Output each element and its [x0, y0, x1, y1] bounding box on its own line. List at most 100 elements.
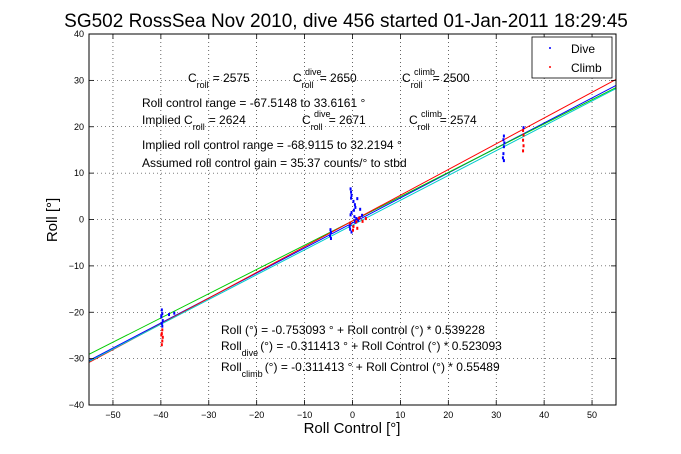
dive-point	[349, 227, 352, 231]
dive-point	[350, 230, 353, 234]
climb-point	[161, 335, 164, 339]
y-tick-label: 0	[79, 215, 84, 225]
x-tick-label: 50	[587, 410, 597, 420]
annotations: Croll = 2575 dive Croll = 2650 climb Croll…	[142, 67, 502, 379]
dive-point	[353, 219, 356, 223]
dive-point	[348, 224, 351, 228]
dive-point	[160, 321, 163, 325]
legend: Dive Climb	[531, 36, 613, 79]
climb-point	[349, 221, 352, 225]
dive-point	[353, 215, 356, 219]
dive-point	[354, 205, 357, 209]
dive-point	[359, 207, 362, 211]
x-tick-label: −10	[297, 410, 312, 420]
climb-point	[522, 128, 525, 132]
dive-point	[502, 134, 505, 138]
annotation-implied: Implied Croll = 2624	[142, 113, 246, 132]
annotation-implied-dive: Croll = 2671	[302, 113, 366, 132]
dive-point	[161, 312, 164, 316]
climb-point	[160, 343, 163, 347]
y-tick-label: 30	[74, 75, 84, 85]
climb-point	[358, 216, 361, 220]
climb-point	[351, 228, 354, 232]
fit-line	[88, 85, 617, 361]
annotation-equation-2: Rolldive (°) = -0.311413 ° + Roll Control…	[221, 339, 502, 358]
x-axis-label: Roll Control [°]	[304, 420, 401, 437]
dive-point	[356, 197, 359, 201]
annotation-equation-1: Roll (°) = -0.753093 ° + Roll control (°…	[221, 323, 485, 337]
y-axis: −40 −30 −20 −10 0 10 20 30 40	[69, 29, 616, 410]
legend-label-climb: Climb	[571, 61, 602, 75]
annotation-c-roll-climb: Croll = 2500	[402, 71, 470, 90]
dive-point	[501, 156, 504, 160]
y-tick-label: −10	[69, 261, 84, 271]
dive-point	[522, 126, 525, 130]
climb-point	[161, 328, 164, 332]
climb-point	[522, 138, 525, 142]
dive-point	[350, 196, 353, 200]
climb-point	[161, 339, 164, 343]
annotation-implied-climb: Croll = 2574	[409, 113, 477, 132]
dive-point	[357, 218, 360, 222]
y-tick-label: −40	[69, 400, 84, 410]
dive-point	[502, 159, 505, 163]
dive-point	[349, 213, 352, 217]
dive-point	[329, 228, 332, 232]
x-tick-label: 10	[395, 410, 405, 420]
y-axis-label: Roll [°]	[44, 198, 61, 242]
annotation-implied-range: Implied roll control range = -68.9115 to…	[142, 138, 402, 152]
climb-point	[522, 133, 525, 137]
x-tick-label: 30	[491, 410, 501, 420]
y-tick-label: −30	[69, 354, 84, 364]
climb-point	[355, 220, 358, 224]
x-tick-label: 40	[539, 410, 549, 420]
annotation-equation-3: Rollclimb (°) = -0.311413 ° + Roll Contro…	[221, 360, 500, 379]
climb-point	[356, 226, 359, 230]
dive-point	[361, 213, 364, 217]
dive-point	[503, 141, 506, 145]
legend-label-dive: Dive	[571, 42, 595, 56]
climb-point	[160, 333, 163, 337]
x-tick-label: −50	[105, 410, 120, 420]
dive-point	[329, 230, 332, 234]
dive-point	[352, 208, 355, 212]
annotation-c-roll-dive: Croll = 2650	[293, 71, 357, 90]
climb-point	[352, 224, 355, 228]
climb-point	[361, 219, 364, 223]
annotation-c-roll-climb-sup: climb	[414, 67, 435, 77]
climb-point	[522, 144, 525, 148]
dive-point	[161, 319, 164, 323]
annotation-implied-dive-sup: dive	[314, 109, 331, 119]
x-tick-label: −20	[249, 410, 264, 420]
dive-point	[168, 313, 171, 317]
dive-point	[502, 152, 505, 156]
annotation-c-roll: Croll = 2575	[188, 71, 250, 90]
dive-point	[328, 234, 331, 238]
y-tick-label: 10	[74, 168, 84, 178]
dive-point	[353, 203, 356, 207]
x-axis: −50 −40 −30 −20 −10 0 10 20 30 40 50	[105, 34, 597, 420]
fit-line	[88, 78, 617, 363]
dive-point	[349, 187, 352, 191]
annotation-c-roll-dive-sup: dive	[305, 67, 322, 77]
dive-point	[173, 311, 176, 315]
legend-marker-climb	[549, 66, 551, 68]
dive-point	[160, 308, 163, 312]
data-points	[160, 126, 525, 347]
x-tick-label: −40	[153, 410, 168, 420]
annotation-range: Roll control range = -67.5148 to 33.6161…	[142, 96, 365, 110]
dive-point	[350, 211, 353, 215]
legend-marker-dive	[549, 47, 551, 49]
x-tick-label: −30	[201, 410, 216, 420]
dive-point	[161, 324, 164, 328]
dive-point	[329, 237, 332, 241]
annotation-gain: Assumed roll control gain = 35.37 counts…	[142, 156, 407, 170]
y-tick-label: 20	[74, 122, 84, 132]
dive-point	[355, 217, 358, 221]
dive-point	[160, 314, 163, 318]
dive-point	[502, 145, 505, 149]
climb-point	[522, 149, 525, 153]
legend-box	[531, 36, 613, 79]
chart-title: SG502 RossSea Nov 2010, dive 456 started…	[64, 11, 628, 32]
